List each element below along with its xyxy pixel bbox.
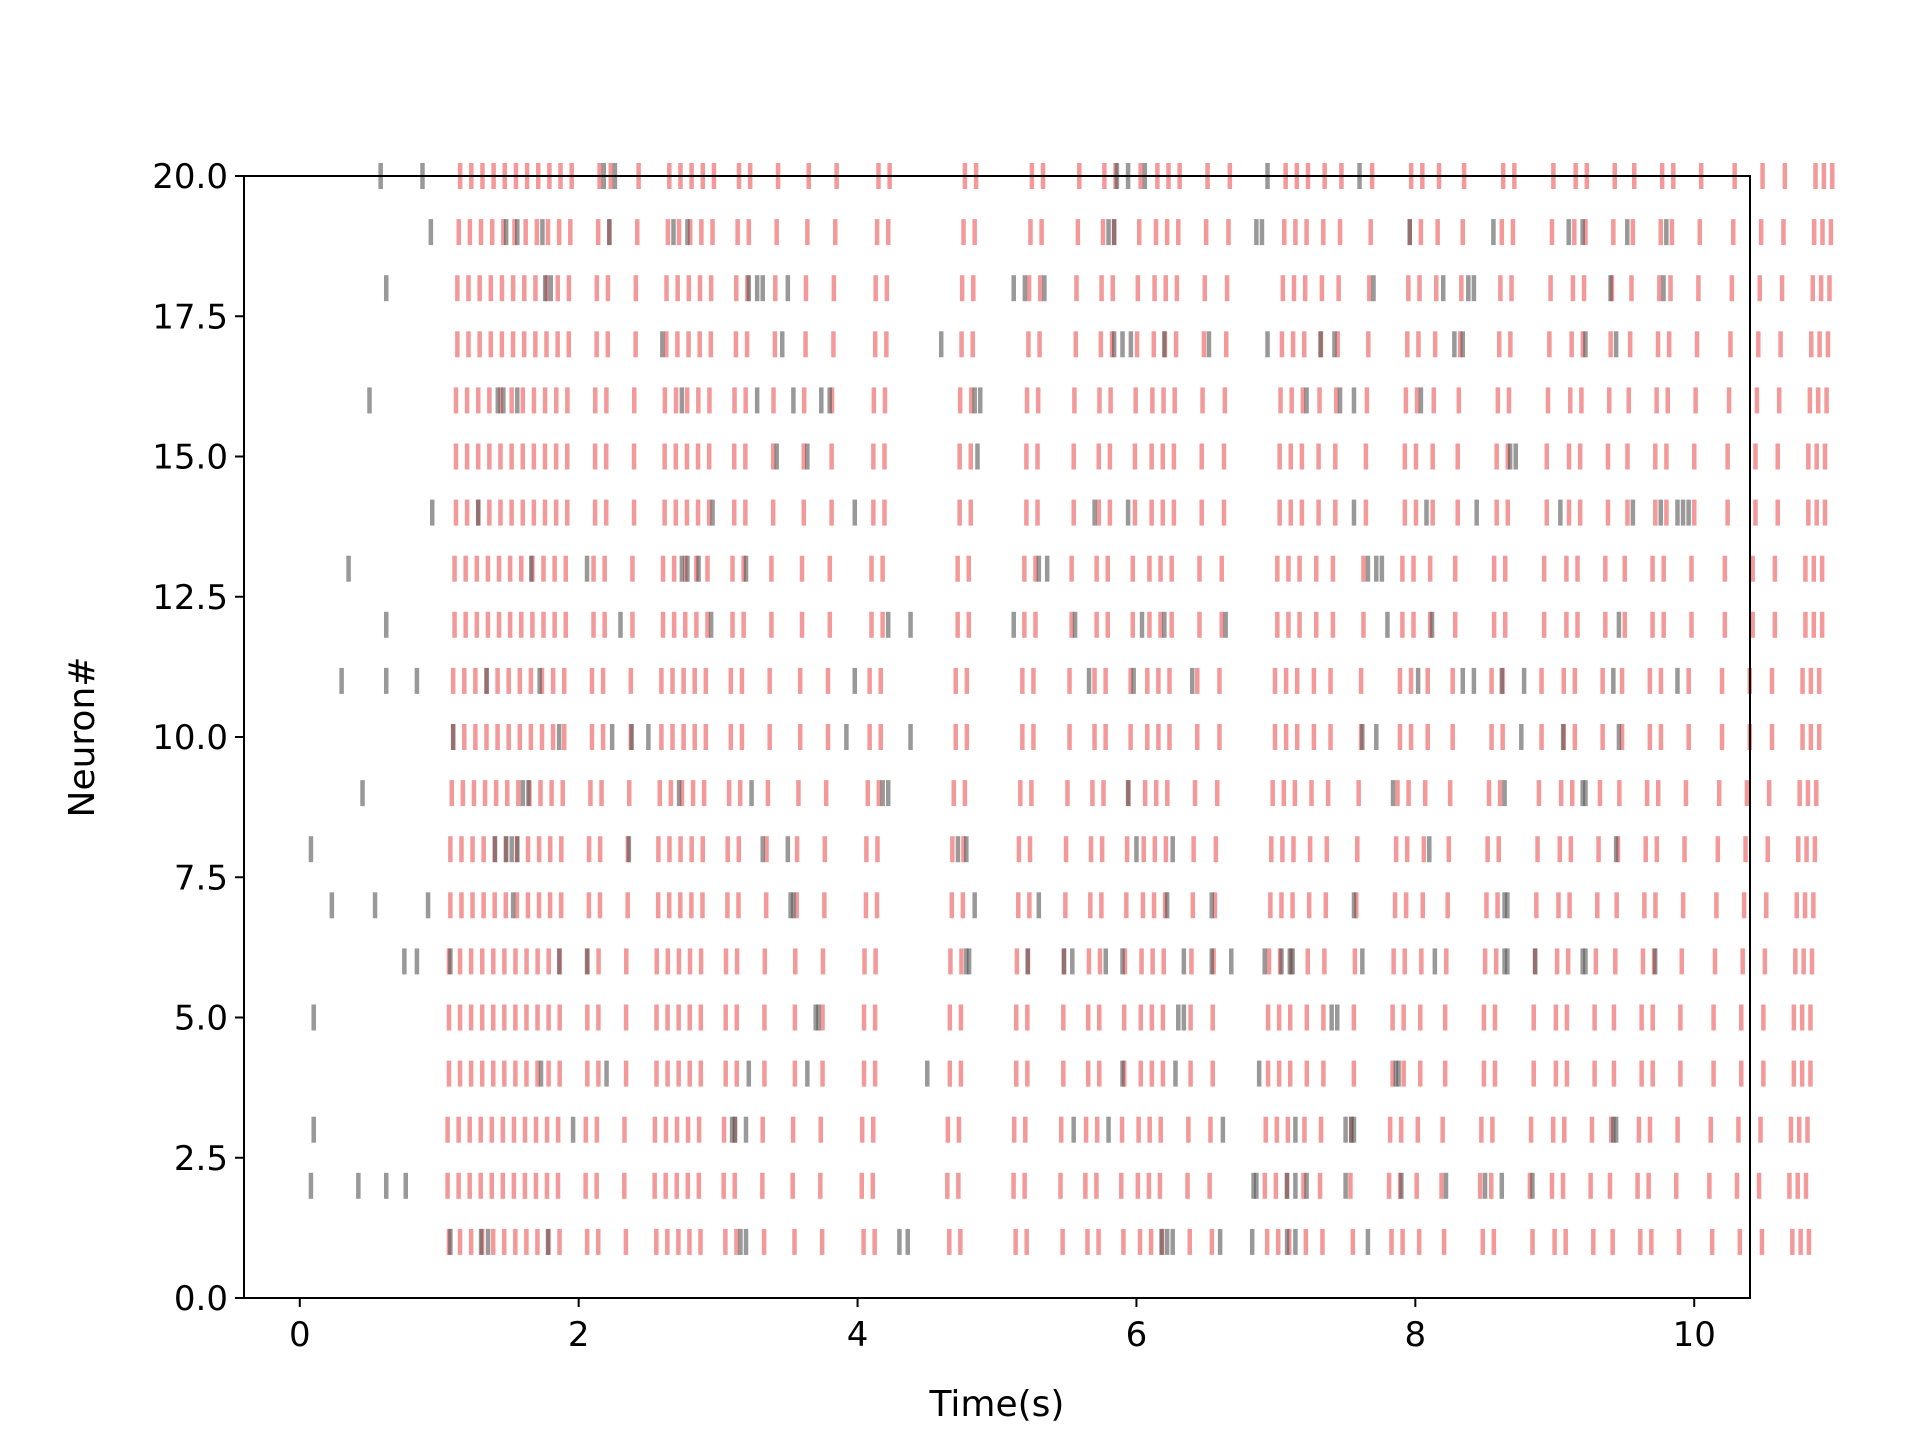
y-tick-label: 20.0: [152, 157, 228, 197]
y-tick-label: 15.0: [152, 438, 228, 478]
y-tick-label: 12.5: [152, 578, 228, 618]
spike-layer: [308, 163, 1835, 1255]
y-tick-label: 2.5: [174, 1139, 228, 1179]
x-axis: 0 2 4 6 8 10: [289, 1298, 1716, 1355]
y-tick-label: 0.0: [174, 1279, 228, 1319]
x-axis-label: Time(s): [929, 1384, 1065, 1425]
x-tick-label: 2: [568, 1315, 590, 1355]
y-axis-label: Neuron#: [62, 657, 103, 818]
x-tick-label: 8: [1405, 1315, 1427, 1355]
x-tick-label: 6: [1126, 1315, 1148, 1355]
x-tick-label: 10: [1673, 1315, 1716, 1355]
x-tick-label: 0: [289, 1315, 311, 1355]
x-tick-label: 4: [847, 1315, 869, 1355]
y-tick-label: 5.0: [174, 999, 228, 1039]
y-tick-label: 7.5: [174, 858, 228, 898]
y-tick-label: 17.5: [152, 297, 228, 337]
y-tick-label: 10.0: [152, 718, 228, 758]
y-axis: 0.0 2.5 5.0 7.5 10.0 12.5 15.0 17.5 20.0: [152, 157, 244, 1319]
